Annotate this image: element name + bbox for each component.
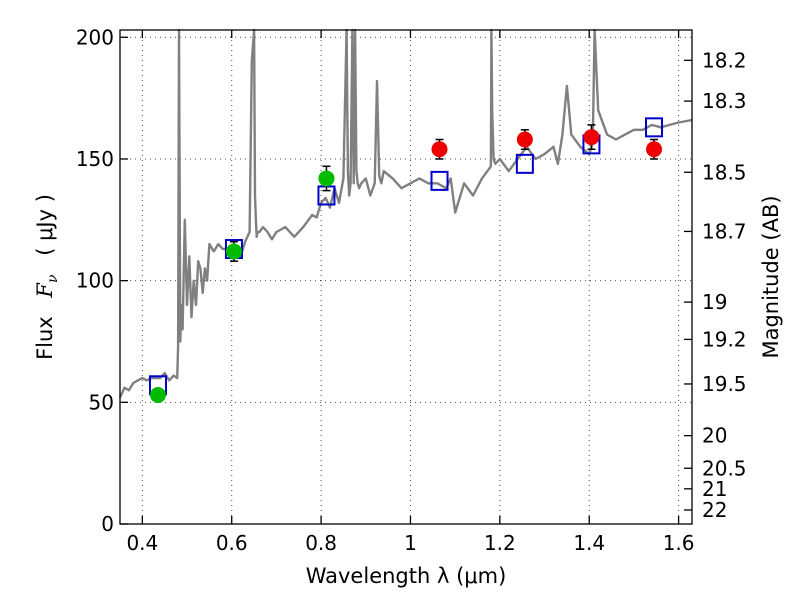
mag-tick-label: 20.5 bbox=[702, 456, 747, 480]
y-axis-label-subscript: ν bbox=[45, 274, 61, 283]
y-tick-label: 50 bbox=[89, 390, 114, 414]
mag-tick-label: 18.7 bbox=[702, 219, 747, 243]
mag-tick-label: 18.3 bbox=[702, 89, 747, 113]
photometry-points bbox=[148, 117, 664, 404]
x-tick-label: 1.6 bbox=[663, 531, 695, 555]
optical-data-point bbox=[149, 387, 166, 404]
mag-tick-label: 19 bbox=[702, 290, 727, 314]
y2-axis-label: Magnitude (AB) bbox=[759, 195, 783, 358]
model-photometry-square bbox=[430, 170, 449, 191]
y-axis-label-word: Flux bbox=[33, 316, 57, 360]
model-spectrum-line bbox=[118, 28, 693, 399]
x-tick-label: 0.4 bbox=[126, 531, 158, 555]
mag-tick-label: 18.2 bbox=[702, 48, 747, 72]
mag-tick-label: 18.5 bbox=[702, 160, 747, 184]
y-tick-label: 100 bbox=[76, 269, 114, 293]
y-tick-label: 200 bbox=[76, 25, 114, 49]
nir-data-point bbox=[516, 131, 533, 148]
x-tick-label: 1.2 bbox=[484, 531, 516, 555]
y-axis-label: Flux Fν ( μJy ) bbox=[33, 194, 62, 360]
axis-ticks: 0.4 0.6 0.8 1 1.2 1.4 1.6 0 50 100 150 200 18.2 18.3 1… bbox=[76, 25, 747, 555]
mag-tick-label: 22 bbox=[702, 498, 727, 522]
x-tick-label: 0.6 bbox=[216, 531, 248, 555]
y-axis-label-unit: ( μJy ) bbox=[33, 194, 57, 256]
optical-data-point bbox=[225, 243, 242, 260]
x-axis-label: Wavelength λ (μm) bbox=[306, 564, 507, 588]
model-photometry-square bbox=[515, 153, 534, 174]
mag-tick-label: 21 bbox=[702, 477, 727, 501]
svg-text:Flux Fν ( μJy ): Flux Fν ( μJy ) bbox=[33, 194, 62, 360]
x-tick-label: 1.4 bbox=[573, 531, 605, 555]
mag-tick-label: 20 bbox=[702, 424, 727, 448]
mag-tick-label: 19.2 bbox=[702, 327, 747, 351]
x-tick-label: 0.8 bbox=[305, 531, 337, 555]
mag-tick-label: 19.5 bbox=[702, 372, 747, 396]
plot-frame bbox=[119, 29, 693, 525]
x-tick-label: 1 bbox=[404, 531, 417, 555]
nir-data-point bbox=[646, 141, 663, 158]
model-spectrum bbox=[118, 28, 693, 399]
y-tick-label: 150 bbox=[76, 147, 114, 171]
optical-data-point bbox=[318, 170, 335, 187]
y-axis-label-symbol: F bbox=[33, 282, 57, 299]
y-tick-label: 0 bbox=[101, 512, 114, 536]
nir-data-point bbox=[583, 129, 600, 146]
nir-data-point bbox=[431, 141, 448, 158]
model-photometry-square bbox=[645, 117, 664, 138]
axes-frame bbox=[119, 29, 693, 525]
